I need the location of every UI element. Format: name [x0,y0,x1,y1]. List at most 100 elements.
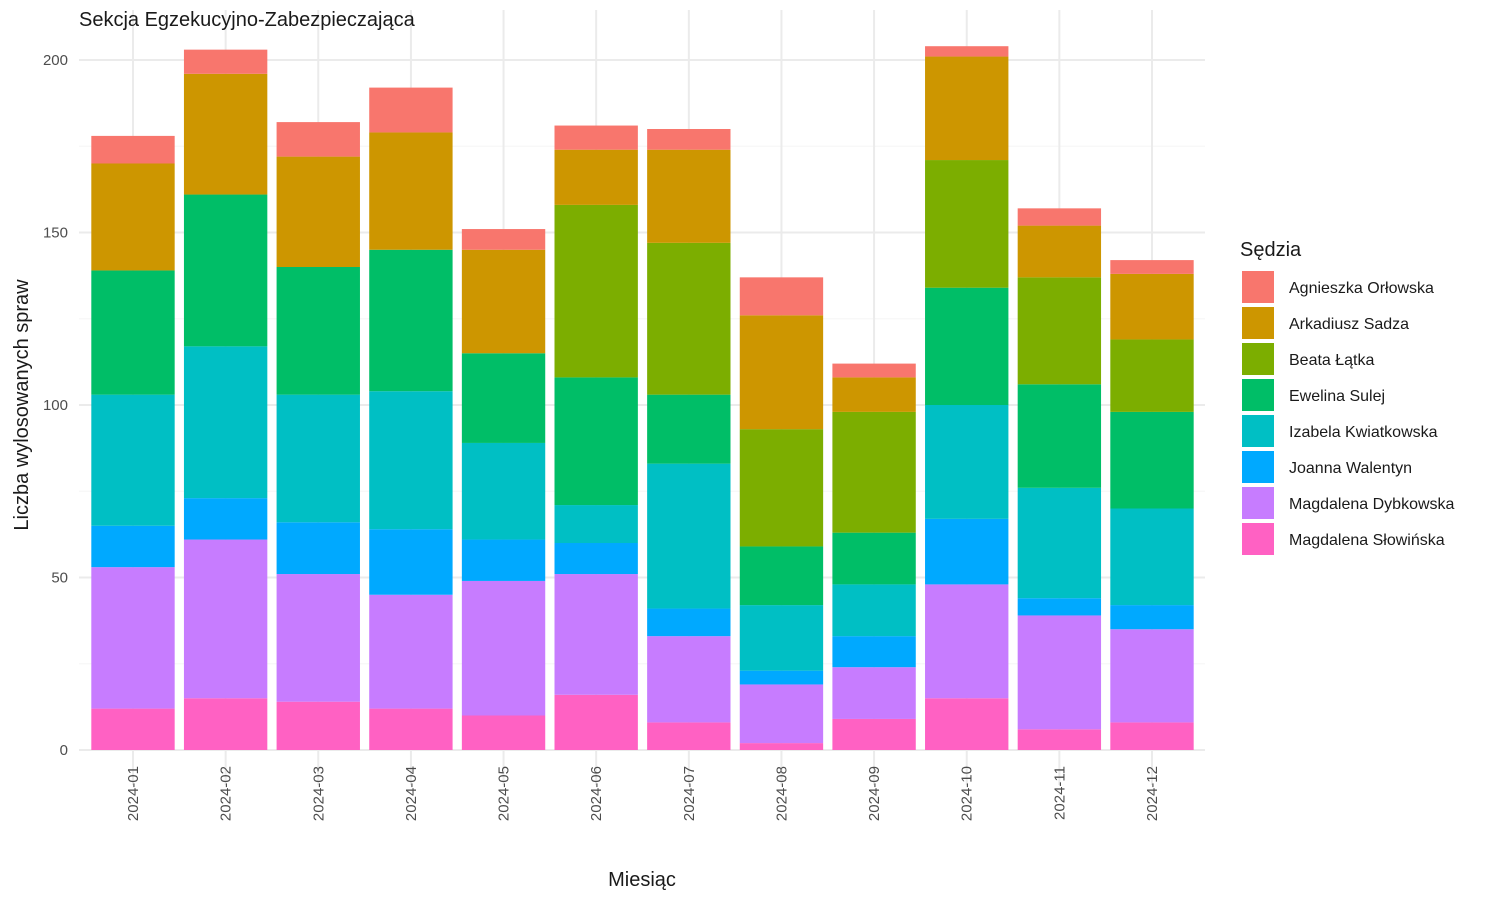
legend-key [1242,343,1274,375]
bar-segment [461,580,546,716]
x-tick-label: 2024-05 [496,766,513,821]
legend-label: Agnieszka Orłowska [1289,280,1434,297]
bar-segment [832,718,916,750]
bar-segment [91,163,175,271]
legend-label: Magdalena Słowińska [1289,532,1445,549]
x-tick-label: 2024-10 [959,766,976,821]
y-tick-label: 100 [43,397,68,414]
bar-segment [183,73,268,195]
legend-title: Sędzia [1240,239,1302,261]
bar-segment [183,346,268,499]
bar-segment [1017,208,1102,226]
bar-segment [461,442,546,540]
bar-segment [647,463,731,609]
bar-segment [1017,277,1102,385]
bar-segment [91,708,175,750]
bar-segment [1017,384,1102,488]
x-tick-label: 2024-09 [866,766,883,821]
bar-segment [554,149,638,205]
bar-segment [91,135,175,164]
bar-segment [925,56,1009,161]
bar-segment [925,698,1009,750]
bar-segment [739,670,824,685]
bar-segment [461,229,546,250]
bar-segment [91,394,175,526]
bar-segment [554,125,638,150]
bar-segment [925,405,1009,519]
y-axis-title: Liczba wylosowanych spraw [11,279,33,531]
legend-key [1242,271,1274,303]
bar-segment [647,608,731,637]
bar-segment [832,411,916,533]
bar-segment [925,518,1009,585]
legend-label: Arkadiusz Sadza [1289,316,1409,333]
bar-segment [369,87,453,133]
bar-segment [554,377,638,506]
bar-segment [1110,411,1194,509]
bar-segment [369,132,453,250]
bar-segment [369,249,453,392]
bar-segment [647,129,731,150]
bars [91,46,1194,750]
x-axis-ticks: 2024-01 2024-02 2024-03 2024-04 2024-05 2024-… [125,766,1161,821]
bar-segment [832,636,916,668]
bar-segment [647,722,731,750]
bar-segment [369,391,453,530]
bar-segment [276,156,360,267]
y-tick-label: 150 [43,225,68,242]
bar-segment [369,529,453,595]
bar-segment [1017,598,1102,616]
bar-segment [832,377,916,412]
y-tick-label: 200 [43,52,68,69]
x-tick-label: 2024-02 [218,766,235,821]
bar-segment [91,525,175,568]
bar-segment [1110,339,1194,412]
y-axis-ticks: 0 50 100 150 200 [43,52,68,759]
bar-segment [739,277,824,316]
y-tick-label: 50 [51,570,68,587]
x-tick-label: 2024-11 [1051,766,1068,820]
legend-key [1242,523,1274,555]
x-tick-label: 2024-06 [588,766,605,821]
bar-segment [739,429,824,547]
x-tick-label: 2024-08 [773,766,790,821]
bar-segment [461,715,546,750]
bar-segment [554,694,638,750]
bar-segment [369,708,453,750]
bar-segment [183,698,268,750]
bar-segment [1017,225,1102,278]
bar-segment [647,242,731,395]
chart-title: Sekcja Egzekucyjno-Zabezpieczająca [79,9,416,31]
bar-segment [91,567,175,709]
x-tick-label: 2024-12 [1144,766,1161,821]
bar-segment [461,353,546,443]
bar-segment [739,684,824,744]
bar-segment [276,267,360,395]
bar-segment [647,636,731,723]
bar-segment [1110,273,1194,340]
bar-segment [554,543,638,575]
x-tick-label: 2024-03 [310,766,327,821]
x-tick-label: 2024-01 [125,766,142,821]
x-tick-label: 2024-04 [403,766,420,821]
legend-label: Magdalena Dybkowska [1289,496,1455,513]
bar-segment [739,743,824,750]
bar-segment [832,363,916,378]
bar-segment [91,270,175,395]
bar-segment [183,539,268,699]
bar-segment [832,532,916,585]
bar-segment [739,546,824,606]
bar-segment [183,49,268,74]
bar-segment [925,46,1009,57]
bar-segment [925,287,1009,405]
bar-segment [554,505,638,543]
bar-segment [554,204,638,378]
y-tick-label: 0 [60,742,68,759]
bar-segment [1110,629,1194,723]
bar-segment [461,539,546,581]
bar-segment [647,394,731,464]
legend-label: Joanna Walentyn [1289,460,1412,477]
bar-segment [276,522,360,575]
bar-segment [647,149,731,243]
